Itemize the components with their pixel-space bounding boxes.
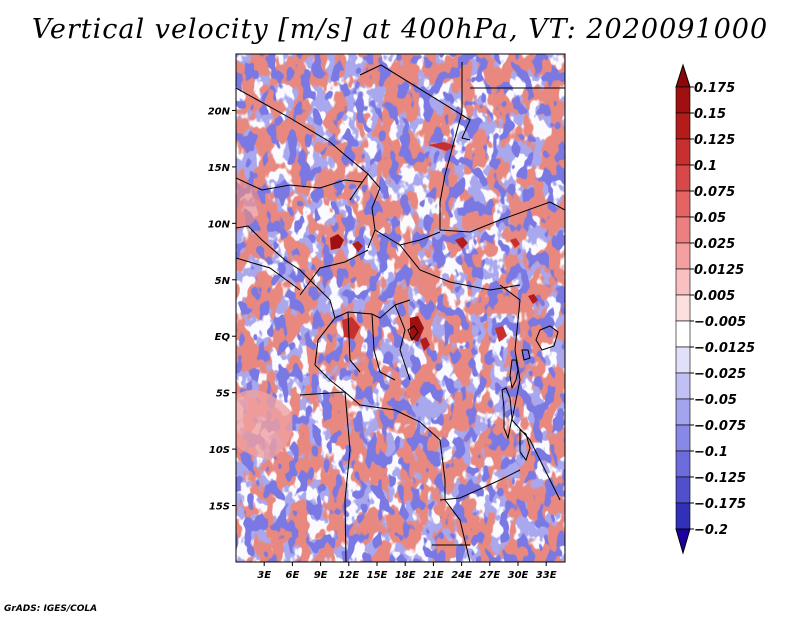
lon-tick-label: 15E	[367, 570, 388, 581]
colorbar-swatch	[675, 294, 691, 322]
lon-tick-label: 24E	[451, 570, 472, 581]
colorbar-bottom-arrow	[675, 528, 691, 555]
colorbar-label: 0.1	[694, 159, 717, 174]
colorbar-swatch	[675, 268, 691, 296]
latitude-axis: 20N 15N 10N 5N EQ 5S 10S 15S	[208, 106, 236, 513]
colorbar-swatch	[675, 112, 691, 140]
colorbar-top-arrow	[675, 63, 691, 88]
lon-tick-label: 6E	[286, 570, 300, 581]
map-title: Vertical velocity [m/s] at 400hPa, VT: 2…	[31, 14, 769, 45]
colorbar-swatch	[675, 502, 691, 530]
colorbar-label: −0.075	[694, 419, 746, 434]
colorbar-swatch	[675, 242, 691, 270]
colorbar-swatch	[675, 190, 691, 218]
colorbar-label: −0.005	[694, 315, 746, 330]
colorbar-swatch	[675, 424, 691, 452]
colorbar: 0.175 0.15 0.125 0.1 0.075 0.05 0.025 0.0125 0.0…	[675, 63, 755, 555]
lat-tick-label: 10S	[209, 445, 230, 456]
convection-patches	[330, 142, 538, 351]
grads-credit: GrADS: IGES/COLA	[4, 604, 98, 614]
colorbar-swatch	[675, 138, 691, 166]
colorbar-label: 0.175	[694, 81, 735, 96]
lon-tick-label: 9E	[314, 570, 328, 581]
lat-tick-label: 15N	[208, 163, 231, 174]
colorbar-label: 0.0125	[694, 263, 744, 278]
colorbar-swatch	[675, 346, 691, 374]
colorbar-swatch	[675, 450, 691, 478]
colorbar-label: 0.075	[694, 185, 735, 200]
lon-tick-label: 18E	[395, 570, 416, 581]
colorbar-swatch	[675, 164, 691, 192]
lat-tick-label: EQ	[215, 332, 231, 343]
lon-tick-label: 30E	[508, 570, 529, 581]
lat-tick-label: 5N	[215, 276, 231, 287]
colorbar-label: −0.2	[694, 523, 728, 538]
colorbar-label: 0.125	[694, 133, 735, 148]
colorbar-label: 0.05	[694, 211, 726, 226]
colorbar-swatch	[675, 372, 691, 400]
vertical-velocity-field	[236, 54, 565, 562]
plot-frame	[235, 53, 566, 563]
lon-tick-label: 3E	[257, 570, 271, 581]
lat-tick-label: 15S	[209, 502, 230, 513]
lon-tick-label: 33E	[536, 570, 557, 581]
colorbar-swatch	[675, 86, 691, 114]
colorbar-swatch	[675, 216, 691, 244]
colorbar-label: −0.175	[694, 497, 746, 512]
longitude-axis: 3E 6E 9E 12E 15E 18E 21E 24E 27E 30E 33E	[257, 562, 557, 581]
lon-tick-label: 27E	[479, 570, 500, 581]
colorbar-swatch	[675, 320, 691, 348]
colorbar-label: 0.005	[694, 289, 735, 304]
colorbar-label: −0.125	[694, 471, 746, 486]
colorbar-swatch	[675, 476, 691, 504]
country-borders	[236, 62, 565, 562]
colorbar-label: −0.025	[694, 367, 746, 382]
colorbar-swatch	[675, 398, 691, 426]
lat-tick-label: 10N	[208, 219, 231, 230]
lat-tick-label: 20N	[208, 106, 231, 117]
colorbar-label: −0.0125	[694, 341, 755, 356]
lakes	[407, 325, 559, 462]
lon-tick-label: 12E	[338, 570, 359, 581]
colorbar-label: −0.1	[694, 445, 728, 460]
colorbar-label: 0.15	[694, 107, 726, 122]
lat-tick-label: 5S	[216, 389, 230, 400]
lon-tick-label: 21E	[423, 570, 444, 581]
colorbar-label: −0.05	[694, 393, 737, 408]
colorbar-label: 0.025	[694, 237, 735, 252]
